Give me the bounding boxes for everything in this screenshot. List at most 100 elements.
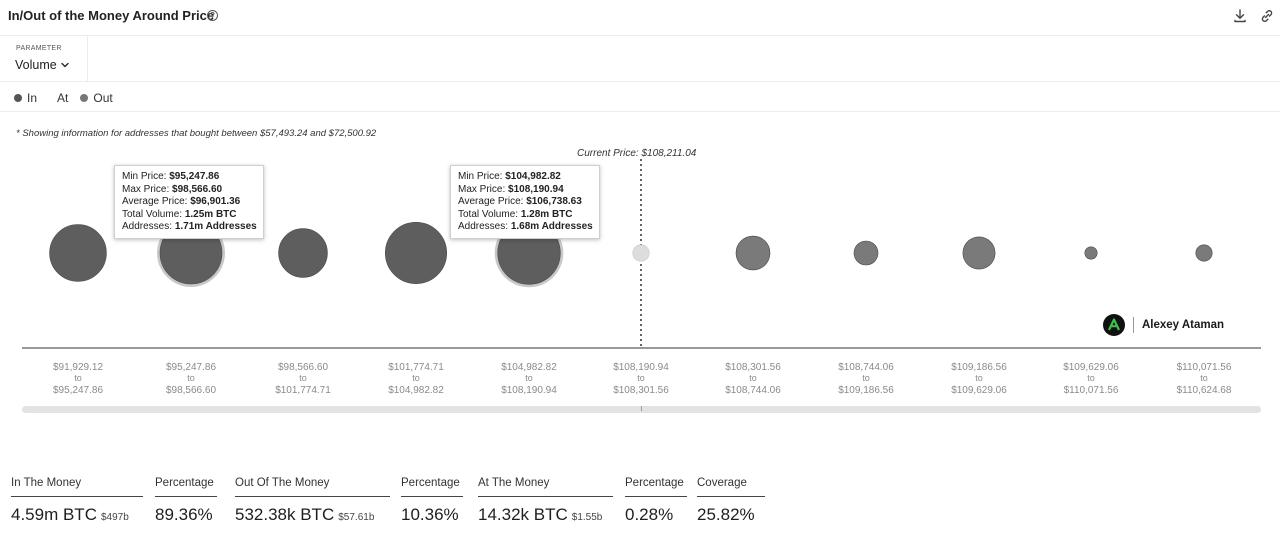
tooltip-row: Max Price: $108,190.94 xyxy=(458,184,593,197)
tick-label-to: $104,982.82 xyxy=(388,385,444,396)
legend-item-at[interactable]: At xyxy=(57,91,68,105)
stat-label: At The Money xyxy=(478,470,613,497)
logo-separator xyxy=(1133,317,1134,333)
bubble-at[interactable] xyxy=(632,244,650,262)
tick-label-from: $108,744.06 xyxy=(838,362,894,373)
tooltip-row-label: Max Price: xyxy=(122,183,173,195)
stat-value-main: 25.82% xyxy=(697,505,755,524)
legend-dot-out xyxy=(80,94,89,102)
tick-label-to: $108,744.06 xyxy=(725,385,781,396)
stat-percentage: Percentage 10.36% xyxy=(401,470,463,525)
bubble-out[interactable] xyxy=(1084,246,1098,260)
link-icon[interactable] xyxy=(1259,8,1275,24)
widget-title: In/Out of the Money Around Price xyxy=(8,8,215,23)
tooltip-row: Min Price: $104,982.82 xyxy=(458,171,593,184)
stat-value: 532.38k BTC $57.61b xyxy=(235,505,390,525)
tick-label-connector: to xyxy=(412,373,420,383)
tick-label-from: $108,301.56 xyxy=(725,362,781,373)
bubble-tooltip: Min Price: $95,247.86 Max Price: $98,566.… xyxy=(114,165,264,239)
tick-label-to: $98,566.60 xyxy=(166,385,216,396)
tick-label-to: $110,624.68 xyxy=(1177,385,1232,396)
tick-label-connector: to xyxy=(187,373,195,383)
tooltip-row-value: $108,190.94 xyxy=(508,183,564,195)
summary-stats: In The Money 4.59m BTC $497b Percentage 89.3… xyxy=(0,470,1280,534)
legend-item-out[interactable]: Out xyxy=(80,91,113,105)
tooltip-row-value: $95,247.86 xyxy=(169,171,220,182)
tick-label-connector: to xyxy=(862,373,870,383)
legend-label-at: At xyxy=(57,91,69,105)
stat-percentage: Percentage 89.36% xyxy=(155,470,217,525)
stat-value-main: 14.32k BTC xyxy=(478,505,568,524)
tick-label-from: $91,929.12 xyxy=(53,362,103,373)
stat-value-main: 532.38k BTC xyxy=(235,505,335,524)
stat-out-of-the-money: Out Of The Money 532.38k BTC $57.61b xyxy=(235,470,390,525)
tick-label-from: $98,566.60 xyxy=(278,362,328,373)
bubble-in[interactable] xyxy=(49,224,107,282)
legend-label-out: Out xyxy=(93,91,113,105)
tooltip-row-label: Total Volume: xyxy=(122,208,185,220)
stat-label: Percentage xyxy=(155,470,217,497)
legend-item-in[interactable]: In xyxy=(14,91,37,105)
tooltip-row-label: Average Price: xyxy=(458,196,527,208)
tooltip-row-value: 1.28m BTC xyxy=(520,208,573,220)
tooltip-row-value: 1.68m Addresses xyxy=(510,221,593,233)
scroll-grip-icon[interactable]: ||| xyxy=(640,406,643,412)
tooltip-row-label: Min Price: xyxy=(122,171,170,182)
chart-scrollbar[interactable]: ||| xyxy=(22,406,1261,413)
tick-label-connector: to xyxy=(525,373,533,383)
tick-label-from: $95,247.86 xyxy=(166,362,216,373)
tick-label-connector: to xyxy=(1200,373,1208,383)
stat-value: 89.36% xyxy=(155,505,217,525)
help-icon[interactable]: ? xyxy=(207,10,218,21)
tick-label-to: $108,190.94 xyxy=(501,385,557,396)
parameter-select[interactable]: Volume xyxy=(15,58,70,72)
tooltip-row: Average Price: $96,901.36 xyxy=(122,196,257,209)
stat-value: 10.36% xyxy=(401,505,463,525)
parameter-box: PARAMETER Volume xyxy=(0,36,88,82)
widget-header: In/Out of the Money Around Price ? xyxy=(0,0,1280,36)
stat-in-the-money: In The Money 4.59m BTC $497b xyxy=(11,470,143,525)
stat-value-main: 4.59m BTC xyxy=(11,505,97,524)
tooltip-row-value: $104,982.82 xyxy=(505,171,561,182)
tick-label-connector: to xyxy=(975,373,983,383)
bubble-in[interactable] xyxy=(278,228,328,278)
download-icon[interactable] xyxy=(1232,8,1248,24)
stat-value: 14.32k BTC $1.55b xyxy=(478,505,613,525)
tooltip-row: Total Volume: 1.25m BTC xyxy=(122,209,257,222)
stat-value: 25.82% xyxy=(697,505,765,525)
watermark-name: Alexey Ataman xyxy=(1142,319,1225,331)
divider xyxy=(0,111,1280,112)
stat-label: Percentage xyxy=(625,470,687,497)
tick-label-from: $101,774.71 xyxy=(388,362,444,373)
tick-label-connector: to xyxy=(299,373,307,383)
tick-label-connector: to xyxy=(1087,373,1095,383)
tooltip-row: Min Price: $95,247.86 xyxy=(122,171,257,184)
bubble-in[interactable] xyxy=(385,222,447,284)
tick-label-to: $101,774.71 xyxy=(275,385,331,396)
parameter-value: Volume xyxy=(15,58,57,72)
stat-value-usd: $497b xyxy=(100,512,129,523)
tick-label-connector: to xyxy=(637,373,645,383)
tooltip-row: Addresses: 1.71m Addresses xyxy=(122,221,257,234)
tooltip-row: Max Price: $98,566.60 xyxy=(122,184,257,197)
legend: In At Out xyxy=(14,90,127,106)
tick-label-from: $109,629.06 xyxy=(1063,362,1119,373)
tooltip-row: Addresses: 1.68m Addresses xyxy=(458,221,593,234)
tooltip-row-value: $98,566.60 xyxy=(172,183,223,195)
stat-label: Out Of The Money xyxy=(235,470,390,497)
chevron-down-icon xyxy=(61,62,69,68)
tick-label-from: $108,190.94 xyxy=(613,362,669,373)
bubble-out[interactable] xyxy=(1195,244,1213,262)
tooltip-row-label: Min Price: xyxy=(458,171,506,182)
tick-label-to: $108,301.56 xyxy=(613,385,669,396)
bubble-tooltip: Min Price: $104,982.82 Max Price: $108,19… xyxy=(450,165,600,239)
bubble-out[interactable] xyxy=(962,236,996,270)
bubble-out[interactable] xyxy=(853,240,879,266)
tooltip-row-label: Average Price: xyxy=(122,196,191,208)
bubble-out[interactable] xyxy=(735,235,771,271)
tick-label-to: $109,629.06 xyxy=(951,385,1007,396)
stat-coverage: Coverage 25.82% xyxy=(697,470,765,525)
stat-value-main: 10.36% xyxy=(401,505,459,524)
tick-label-to: $95,247.86 xyxy=(53,385,103,396)
range-note: * Showing information for addresses that… xyxy=(16,128,377,139)
